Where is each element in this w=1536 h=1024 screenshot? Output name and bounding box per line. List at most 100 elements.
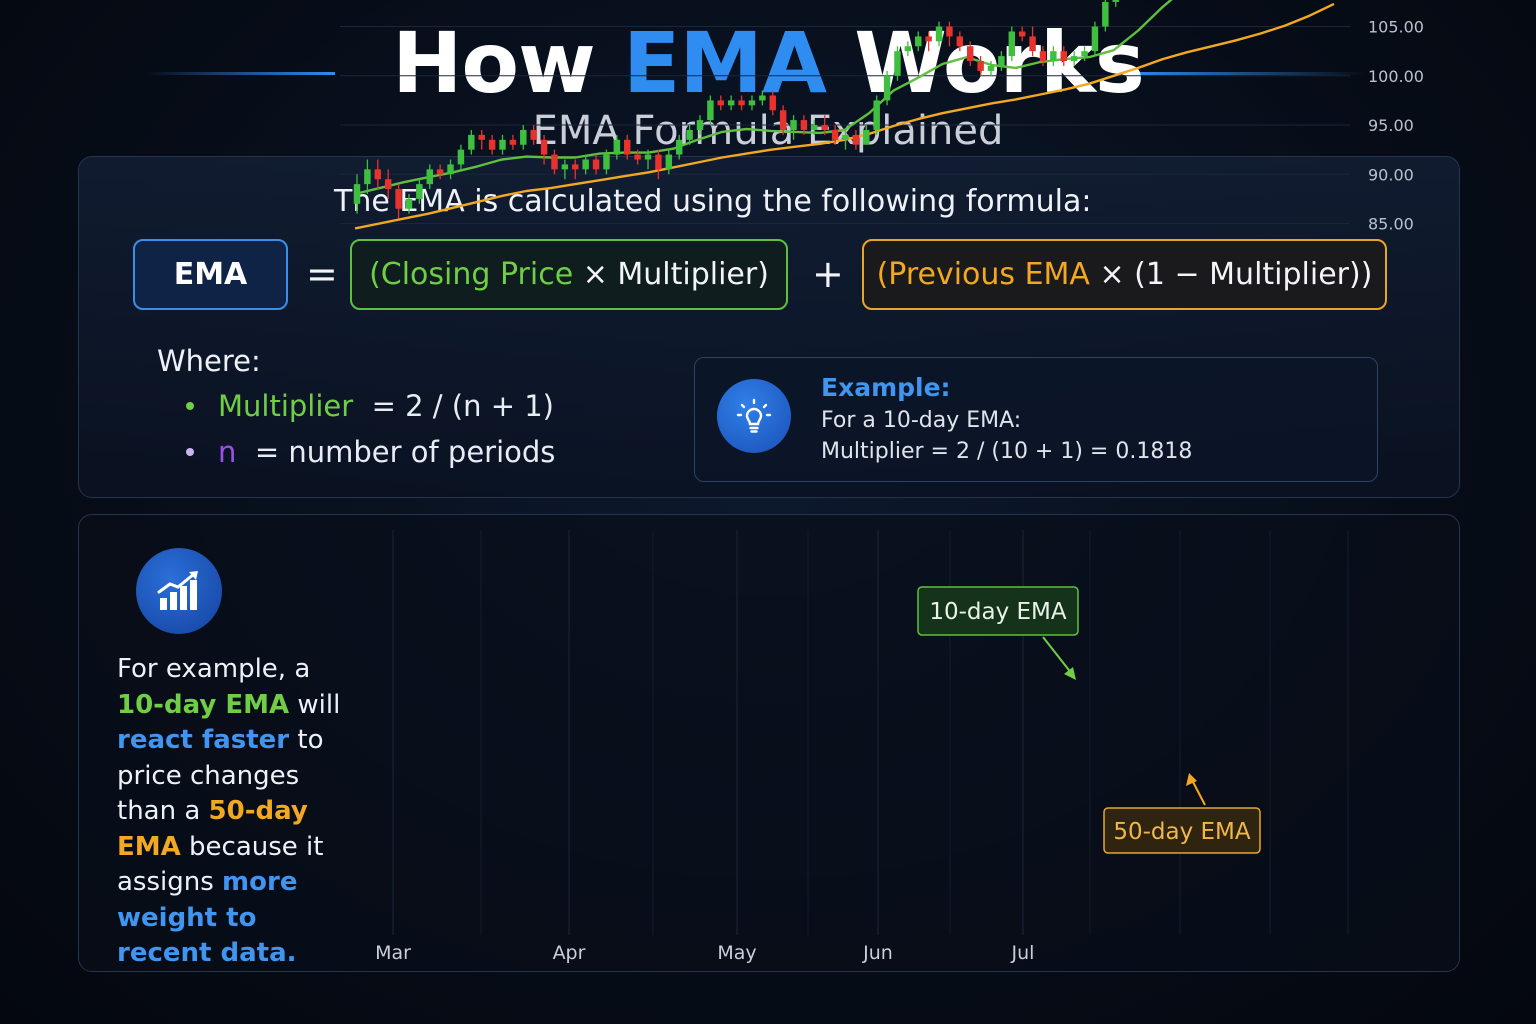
y-tick-label: 95.00 bbox=[1368, 116, 1414, 135]
term2-label: (Previous EMA bbox=[876, 257, 1090, 292]
candle-body bbox=[894, 51, 901, 76]
candle-body bbox=[1102, 1, 1109, 27]
lightbulb-icon bbox=[717, 379, 791, 453]
candle-body bbox=[915, 36, 922, 47]
equals-sign: = bbox=[306, 252, 338, 296]
example-line1: For a 10-day EMA: bbox=[821, 408, 1022, 433]
desc-more-weight: more weight to recent data. bbox=[117, 867, 298, 968]
candle-body bbox=[925, 36, 932, 42]
term1-label: (Closing Price bbox=[369, 257, 574, 292]
annotation-10day-arrowhead bbox=[1064, 667, 1076, 680]
formula-term1-box: (Closing Price × Multiplier) bbox=[350, 239, 788, 310]
candle-body bbox=[634, 154, 641, 160]
formula-intro: The EMA is calculated using the followin… bbox=[334, 184, 1092, 219]
candle-body bbox=[686, 129, 693, 140]
candle-body bbox=[863, 129, 870, 145]
title-rule-right bbox=[1125, 72, 1365, 75]
candle-body bbox=[707, 100, 714, 121]
candle-body bbox=[852, 134, 860, 145]
candle-body bbox=[561, 164, 569, 170]
annotation-50day-arrow bbox=[1191, 779, 1206, 806]
formula-lhs-box: EMA bbox=[133, 239, 288, 310]
candle-body bbox=[873, 100, 880, 130]
candle-body bbox=[998, 56, 1005, 66]
candle-body bbox=[769, 95, 776, 111]
candle-body bbox=[1008, 31, 1016, 57]
annotation-10day-arrow bbox=[1042, 636, 1073, 675]
y-tick-label: 100.00 bbox=[1368, 67, 1424, 86]
candle-body bbox=[416, 184, 423, 199]
candle-body bbox=[384, 179, 392, 190]
candle-body bbox=[1081, 51, 1088, 57]
candle-body bbox=[1029, 36, 1036, 52]
candle-body bbox=[811, 125, 818, 130]
title-rule-left bbox=[145, 72, 335, 75]
bullet-dot bbox=[186, 402, 194, 410]
plus-sign: + bbox=[812, 252, 844, 296]
candle-body bbox=[779, 110, 787, 130]
candle-body bbox=[904, 46, 912, 52]
candle-body bbox=[582, 159, 589, 170]
candle-body bbox=[1091, 26, 1099, 52]
candle-body bbox=[540, 139, 548, 155]
candle-body bbox=[374, 169, 382, 180]
example-box bbox=[694, 357, 1378, 482]
title-word-ema: EMA bbox=[622, 14, 827, 112]
candle-body bbox=[405, 198, 413, 209]
candle-body bbox=[457, 149, 465, 165]
candle-body bbox=[499, 139, 506, 150]
where-heading: Where: bbox=[157, 344, 261, 378]
annotation-50day-label: 50-day EMA bbox=[1113, 819, 1251, 845]
bullet-multiplier: Multiplier = 2 / (n + 1) bbox=[186, 389, 554, 423]
bullet2-rest: = number of periods bbox=[254, 435, 556, 469]
chart-description: For example, a 10-day EMA will react fas… bbox=[117, 652, 357, 972]
candle-body bbox=[478, 134, 485, 140]
candle-body bbox=[759, 95, 766, 101]
candle-body bbox=[1070, 56, 1078, 62]
desc-10day-ema: 10-day EMA bbox=[117, 689, 290, 720]
candle-body bbox=[1112, 0, 1119, 2]
y-tick-label: 90.00 bbox=[1368, 165, 1414, 184]
candle-body bbox=[655, 154, 662, 170]
candle-body bbox=[520, 129, 527, 145]
bullet1-key: Multiplier bbox=[218, 389, 354, 423]
term2-rest: × (1 − Multiplier)) bbox=[1099, 257, 1373, 292]
formula-lhs: EMA bbox=[173, 257, 248, 292]
candle-body bbox=[551, 154, 558, 170]
candle-body bbox=[509, 139, 517, 145]
y-tick-label: 105.00 bbox=[1368, 18, 1424, 37]
candle-body bbox=[1060, 51, 1067, 62]
bar-chart-trend-icon bbox=[136, 548, 222, 634]
title-word-how: How bbox=[392, 14, 596, 112]
bullet-dot bbox=[186, 448, 194, 456]
annotation-10day-box bbox=[917, 586, 1079, 636]
annotation-10day-label: 10-day EMA bbox=[929, 599, 1067, 625]
candle-body bbox=[644, 154, 652, 160]
candle-body bbox=[488, 139, 496, 150]
chart-panel bbox=[78, 514, 1460, 972]
candle-body bbox=[426, 169, 433, 185]
candle-body bbox=[624, 139, 631, 155]
candle-body bbox=[831, 129, 839, 140]
candle-body bbox=[613, 139, 621, 155]
x-tick-label: Apr bbox=[553, 942, 586, 964]
annotation-50day-arrowhead bbox=[1186, 773, 1197, 786]
candle-body bbox=[592, 159, 600, 170]
candle-body bbox=[946, 26, 953, 37]
candle-body bbox=[800, 120, 808, 130]
desc-text-2: will bbox=[289, 689, 341, 720]
example-line2: Multiplier = 2 / (10 + 1) = 0.1818 bbox=[821, 439, 1193, 464]
candle-body bbox=[364, 169, 371, 185]
candle-body bbox=[447, 164, 454, 175]
candle-body bbox=[977, 61, 984, 71]
x-tick-label: Jun bbox=[862, 942, 893, 964]
candle-body bbox=[530, 129, 537, 140]
candle-body bbox=[1018, 31, 1026, 37]
annotation-50day-box bbox=[1103, 807, 1261, 854]
desc-text-3: to price changes than a bbox=[117, 725, 324, 826]
desc-text-1: For example, a bbox=[117, 654, 311, 684]
candle-body bbox=[883, 75, 891, 101]
example-title: Example: bbox=[821, 373, 951, 402]
candle-body bbox=[935, 26, 943, 42]
candle-body bbox=[353, 184, 361, 204]
